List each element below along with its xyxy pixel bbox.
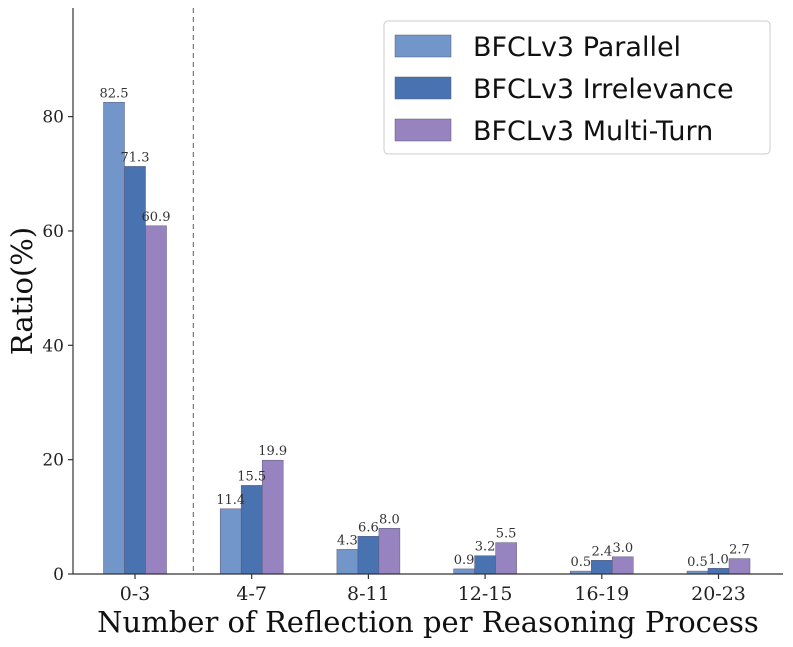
data-label-8-11-1: 6.6 <box>358 520 379 535</box>
y-tick-label-0: 0 <box>53 565 64 585</box>
y-tick-label-80: 80 <box>42 108 64 128</box>
data-label-4-7-0: 11.4 <box>216 493 245 508</box>
bar-4-7-0 <box>219 508 242 575</box>
data-label-12-15-0: 0.9 <box>454 553 475 568</box>
bar-0-3-2 <box>145 225 167 575</box>
data-label-20-23-0: 0.5 <box>687 555 708 570</box>
legend: BFCLv3 Parallel BFCLv3 Irrelevance BFCLv3 … <box>383 20 771 155</box>
data-label-16-19-0: 0.5 <box>570 555 591 570</box>
y-tick-label-60: 60 <box>42 222 64 242</box>
data-label-16-19-2: 3.0 <box>612 541 633 556</box>
bar-8-11-1 <box>357 536 380 575</box>
bar-12-15-0 <box>453 568 475 575</box>
x-tick-label-20-23: 20-23 <box>691 583 746 605</box>
data-label-20-23-2: 2.7 <box>729 543 750 558</box>
x-tick-label-8-11: 8-11 <box>347 583 390 605</box>
bar-16-19-1 <box>591 560 613 575</box>
data-label-0-3-2: 60.9 <box>142 210 171 225</box>
y-tick-label-40: 40 <box>42 336 64 356</box>
data-label-4-7-2: 19.9 <box>258 444 287 459</box>
bar-20-23-1 <box>707 568 730 575</box>
bar-8-11-0 <box>336 549 359 575</box>
y-ticks-group: 0 20 40 60 80 <box>42 108 73 585</box>
bar-20-23-2 <box>728 558 751 575</box>
bar-8-11-2 <box>378 528 401 575</box>
x-tick-label-12-15: 12-15 <box>458 583 513 605</box>
legend-label-2: BFCLv3 Multi-Turn <box>473 116 713 147</box>
data-label-16-19-1: 2.4 <box>591 544 612 559</box>
data-labels-group: 82.5 71.3 60.9 11.4 15.5 19.9 4.36.68.0 0.93.25… <box>100 86 750 570</box>
legend-swatch-1 <box>394 76 452 100</box>
data-label-8-11-0: 4.3 <box>337 533 358 548</box>
legend-swatch-2 <box>394 118 452 142</box>
bar-0-3-0 <box>103 102 125 575</box>
data-label-4-7-1: 15.5 <box>237 469 266 484</box>
data-label-12-15-2: 5.5 <box>496 527 517 542</box>
bar-16-19-2 <box>612 556 634 575</box>
legend-swatch-0 <box>394 34 452 58</box>
legend-box <box>383 20 771 155</box>
data-label-20-23-1: 1.0 <box>708 552 729 567</box>
y-axis-title: Ratio(%) <box>5 227 39 355</box>
x-tick-label-16-19: 16-19 <box>574 583 629 605</box>
bar-0-3-1 <box>124 166 146 575</box>
data-label-12-15-1: 3.2 <box>475 540 496 555</box>
y-tick-label-20: 20 <box>42 451 64 471</box>
bar-12-15-1 <box>474 555 496 575</box>
x-tick-label-0-3: 0-3 <box>120 583 151 605</box>
x-tick-label-4-7: 4-7 <box>236 583 267 605</box>
data-label-8-11-2: 8.0 <box>379 512 400 527</box>
legend-label-0: BFCLv3 Parallel <box>473 32 681 63</box>
bars-group <box>103 102 751 575</box>
data-label-0-3-1: 71.3 <box>121 150 150 165</box>
data-label-0-3-0: 82.5 <box>100 86 129 101</box>
x-axis-title: Number of Reflection per Reasoning Proce… <box>97 605 759 639</box>
bar-12-15-2 <box>495 542 517 575</box>
legend-label-1: BFCLv3 Irrelevance <box>473 74 734 105</box>
x-ticks-group: 0-3 4-7 8-11 12-15 16-19 20-23 <box>120 574 746 605</box>
